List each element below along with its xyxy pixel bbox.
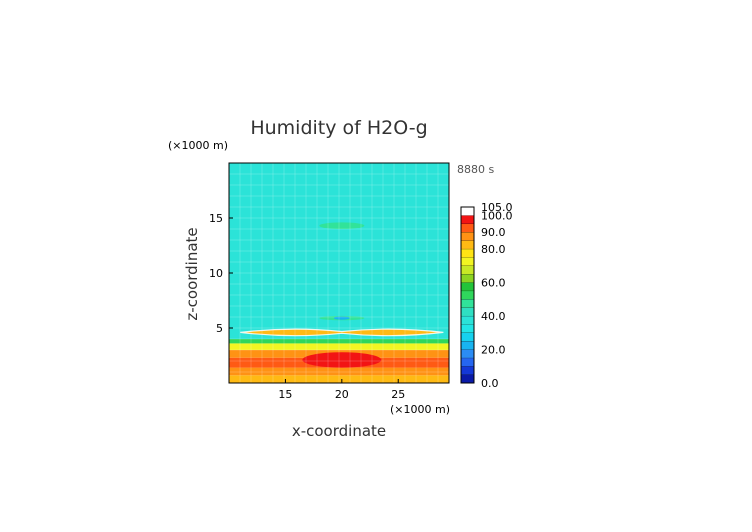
feature-lens: [333, 316, 350, 320]
feature-bowtie-outline: [240, 328, 444, 337]
time-label: 8880 s: [457, 163, 494, 176]
colorbar-segment: [461, 349, 474, 358]
z-tick-label: 15: [209, 212, 223, 225]
colorbar-segment: [461, 307, 474, 316]
colorbar-segment: [461, 324, 474, 333]
feature-lens: [319, 222, 365, 229]
x-tick-label: 20: [335, 388, 349, 401]
field-band: [229, 339, 449, 344]
colorbar-segment: [461, 215, 474, 224]
colorbar-segment: [461, 282, 474, 291]
colorbar-segment: [461, 315, 474, 325]
feature-lens: [302, 352, 382, 368]
z-unit-label: (×1000 m): [168, 139, 228, 152]
colorbar-tick-label: 60.0: [481, 276, 506, 289]
z-axis-label: z-coordinate: [183, 227, 201, 320]
colorbar-segment: [461, 299, 474, 308]
colorbar-tick-label: 40.0: [481, 310, 506, 323]
colorbar-segment: [461, 248, 474, 258]
colorbar-segment: [461, 257, 474, 266]
colorbar-segment: [461, 232, 474, 241]
colorbar-segment: [461, 357, 474, 367]
field-band: [229, 367, 449, 376]
colorbar-segment: [461, 265, 474, 275]
z-tick-label: 10: [209, 267, 223, 280]
grid: [228, 162, 450, 384]
colorbar-frame: [460, 206, 475, 384]
z-tick-label: 5: [216, 322, 223, 335]
field-band: [229, 375, 449, 383]
x-axis-label: x-coordinate: [292, 422, 386, 440]
field-band: [229, 163, 449, 339]
colorbar-segment: [461, 366, 474, 375]
x-tick-label: 25: [391, 388, 405, 401]
colorbar-segment: [461, 374, 474, 383]
x-unit-label: (×1000 m): [390, 403, 450, 416]
x-tick-label: 15: [278, 388, 292, 401]
chart-title: Humidity of H2O-g: [250, 117, 427, 139]
colorbar-segment: [461, 223, 474, 233]
feature-bowtie: [240, 329, 444, 336]
colorbar-segment: [461, 274, 474, 283]
colorbar-tick-label: 20.0: [481, 343, 506, 356]
colorbar-tick-label: 100.0: [481, 209, 513, 222]
colorbar-segment: [461, 207, 474, 216]
plot-area: 15 20 25 5 10 15: [209, 162, 450, 401]
colorbar-tick-label: 90.0: [481, 226, 506, 239]
colorbar-segment: [461, 341, 474, 350]
colorbar-segment: [461, 290, 474, 300]
colorbar-segment: [461, 332, 474, 342]
colorbar-tick-label: 105.0: [481, 201, 513, 214]
colorbar-tick-label: 80.0: [481, 243, 506, 256]
colorbar-tick-label: 0.0: [481, 377, 499, 390]
field-band: [229, 343, 449, 350]
colorbar-segment: [461, 240, 474, 249]
